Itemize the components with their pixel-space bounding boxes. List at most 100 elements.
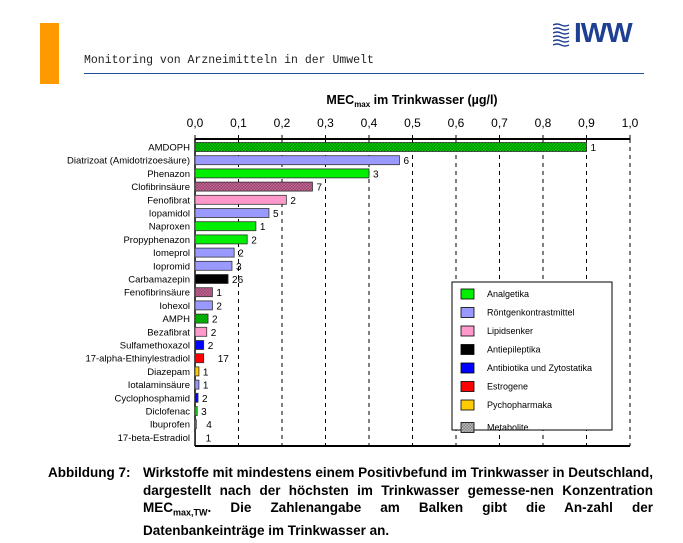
bar-chart: MECmax im Trinkwasser (µg/l) 0,0 0,1 0,2 0,3… [67, 93, 639, 447]
bar-count-label: 3 [201, 407, 207, 418]
legend-label: Röntgenkontrastmittel [487, 308, 575, 318]
category-label: Fenofibrinsäure [124, 288, 190, 299]
x-axis-title-part: im Trinkwasser (µg/l) [370, 93, 497, 107]
bar-hatch [195, 314, 209, 324]
bar-count-label: 1 [591, 143, 597, 154]
header-rule [84, 73, 644, 74]
bar-count-label: 1 [260, 222, 266, 233]
legend-swatch [460, 307, 475, 318]
bar-hatch [195, 142, 587, 152]
bar-count-label: 2 [208, 341, 214, 352]
legend-swatch [460, 399, 475, 411]
category-label: Diazepam [147, 367, 190, 378]
bar [194, 326, 208, 337]
category-label: AMPH [163, 314, 191, 325]
bar-count-label: 2 [251, 235, 257, 246]
legend-label: Analgetika [487, 289, 529, 299]
x-tick-label: 0,0 [187, 116, 204, 130]
bar-count-label: 2 [216, 301, 222, 312]
category-label: 17-alpha-Ethinylestradiol [85, 354, 190, 365]
x-tick-label: 0,3 [317, 116, 334, 130]
bar [194, 194, 287, 205]
x-tick-label: 0,2 [274, 116, 291, 130]
bar [194, 419, 197, 430]
legend-label: Antibiotika und Zytostatika [487, 363, 592, 373]
bar [194, 406, 198, 416]
bar-count-label: 17 [218, 354, 230, 365]
bar-count-label: 2 [211, 328, 217, 339]
bar [194, 300, 213, 311]
bar-count-label: 26 [232, 275, 244, 286]
bar [194, 366, 200, 377]
figure-caption: Abbildung 7: Wirkstoffe mit mindestens e… [48, 464, 653, 540]
bar-count-label: 1 [206, 433, 212, 444]
caption-label: Abbildung 7: [48, 465, 131, 480]
legend-label: Estrogene [487, 382, 528, 392]
legend-swatch [460, 288, 475, 300]
bar-count-label: 2 [212, 315, 218, 326]
bar [194, 379, 200, 390]
category-label: Diclofenac [146, 407, 191, 418]
category-label: Iohexol [159, 301, 190, 312]
legend-swatch [460, 325, 475, 337]
category-label: Iopamidol [149, 209, 190, 220]
x-tick-label: 0,6 [448, 116, 465, 130]
x-tick-label: 0,5 [404, 116, 421, 130]
bar [194, 221, 257, 232]
bar-count-label: 5 [273, 209, 279, 220]
bar-count-label: 6 [403, 156, 409, 167]
category-label: Bezafibrat [147, 327, 190, 338]
page-subtitle: Monitoring von Arzneimitteln in der Umwe… [84, 54, 374, 67]
legend-swatch [460, 344, 475, 355]
category-label: Fenofibrat [147, 195, 190, 206]
bar [194, 155, 400, 166]
category-label: Propyphenazon [123, 235, 190, 246]
bar [194, 392, 199, 403]
legend-label: Antiepileptika [487, 345, 541, 355]
legend-box [451, 281, 613, 431]
x-axis-title-part: MEC [326, 93, 354, 107]
bar-count-label: 4 [206, 420, 212, 431]
bar [194, 247, 235, 258]
bar-count-label: 3 [373, 169, 379, 180]
category-label: Phenazon [147, 169, 190, 180]
bar [194, 168, 370, 179]
bar [194, 208, 270, 218]
bar-hatch [195, 287, 213, 297]
x-tick-label: 0,4 [361, 116, 378, 130]
category-label: Iopromid [153, 261, 190, 272]
legend-label: Lipidsenker [487, 326, 533, 336]
category-label: Diatrizoat (Amidotrizoesäure) [67, 156, 190, 167]
category-label: Ibuprofen [150, 420, 190, 431]
bar-count-label: 7 [316, 183, 322, 194]
x-tick-label: 0,1 [230, 116, 247, 130]
bar-count-label: 2 [290, 196, 296, 207]
bar [194, 340, 205, 350]
category-label: Clofibrinsäure [131, 182, 190, 193]
category-label: Naproxen [149, 222, 190, 233]
bar-count-label: 1 [216, 288, 222, 299]
legend-swatch-hatch [461, 422, 474, 433]
bar-hatch [195, 182, 313, 192]
bar-count-label: 3 [236, 262, 242, 273]
accent-bar [40, 23, 59, 84]
legend-swatch [460, 362, 475, 374]
legend-swatch [460, 381, 475, 392]
bar [194, 353, 205, 364]
caption-sub: max,TW [173, 507, 208, 518]
category-label: 17-beta-Estradiol [118, 433, 190, 444]
bar [194, 234, 248, 245]
x-tick-label: 1,0 [622, 116, 639, 130]
x-axis-title: MECmax im Trinkwasser (µg/l) [326, 93, 497, 109]
bar-count-label: 2 [238, 249, 244, 260]
caption-text-2: . Die Zahlenangabe am Balken gibt die An… [143, 500, 653, 539]
iww-waves-logo [553, 23, 570, 47]
x-tick-label: 0,7 [491, 116, 508, 130]
legend-label: Metabolite [487, 423, 529, 433]
x-tick-label: 0,9 [578, 116, 595, 130]
bar-count-label: 2 [202, 394, 208, 405]
caption-text-1: Wirkstoffe mit mindestens einem Positivb… [143, 465, 653, 515]
category-label: Carbamazepin [128, 275, 190, 286]
bar [194, 260, 233, 271]
bar [194, 432, 197, 443]
